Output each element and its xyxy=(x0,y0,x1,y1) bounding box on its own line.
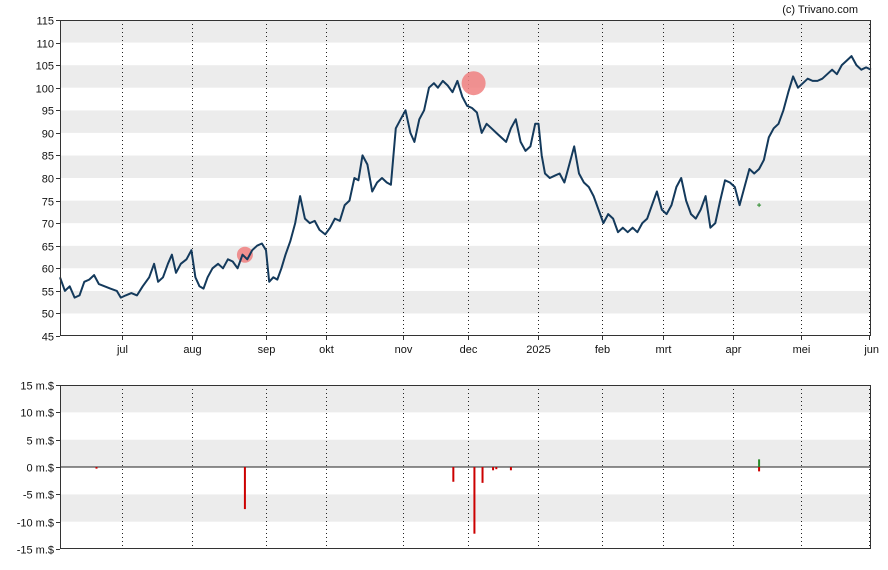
y-tick-label: 50 xyxy=(42,309,54,321)
y-tick-label: 105 xyxy=(36,61,54,73)
y-tick-label: 45 xyxy=(42,332,54,344)
x-tick-label: apr xyxy=(726,344,742,356)
volume-y-tick-label: -15 m.$ xyxy=(17,545,54,557)
y-tick-label: 55 xyxy=(42,287,54,299)
volume-bar xyxy=(452,467,455,482)
x-tick-label: mrt xyxy=(656,344,672,356)
volume-bar xyxy=(758,467,761,472)
volume-bars xyxy=(95,459,761,534)
volume-bar xyxy=(243,467,246,510)
volume-bar xyxy=(758,459,761,467)
price-band xyxy=(60,313,871,336)
price-y-axis: 45 50 55 60 65 70 75 80 85 90 95 100 105 110 115 xyxy=(36,16,60,344)
price-panel-frame xyxy=(60,20,871,336)
volume-y-tick-label: 5 m.$ xyxy=(26,436,54,448)
price-band xyxy=(60,290,871,314)
price-band xyxy=(60,132,871,156)
price-series-line xyxy=(59,55,872,299)
x-tick-label: aug xyxy=(183,344,201,356)
price-band xyxy=(60,20,871,43)
volume-band xyxy=(60,467,871,495)
volume-bar xyxy=(495,467,498,470)
y-tick-label: 70 xyxy=(42,219,54,231)
volume-y-tick-label: -10 m.$ xyxy=(17,518,54,530)
price-band xyxy=(60,268,871,291)
y-tick-label: 75 xyxy=(42,197,54,209)
x-tick-label: 2025 xyxy=(526,344,550,356)
volume-band xyxy=(60,521,871,549)
y-tick-label: 65 xyxy=(42,242,54,254)
x-tick-label: mei xyxy=(793,344,811,356)
y-tick-label: 80 xyxy=(42,174,54,186)
price-band xyxy=(60,200,871,224)
y-tick-label: 60 xyxy=(42,264,54,276)
price-band xyxy=(60,110,871,133)
x-tick-label: dec xyxy=(460,344,478,356)
x-tick-label: okt xyxy=(319,344,334,356)
volume-panel-background xyxy=(60,385,871,549)
x-tick-label: jun xyxy=(863,344,879,356)
volume-bar xyxy=(509,467,512,471)
volume-y-tick-label: -5 m.$ xyxy=(23,490,54,502)
watermark: (c) Trivano.com xyxy=(782,4,858,16)
price-band xyxy=(60,42,871,66)
price-band xyxy=(60,223,871,246)
y-tick-label: 95 xyxy=(42,106,54,118)
volume-bar xyxy=(492,467,495,471)
x-tick-label: sep xyxy=(258,344,276,356)
y-tick-label: 115 xyxy=(36,16,54,28)
volume-band xyxy=(60,439,871,467)
price-band xyxy=(60,155,871,178)
panel-frames xyxy=(60,20,871,549)
x-tick-label: nov xyxy=(395,344,413,356)
price-band xyxy=(60,245,871,269)
volume-panel-frame xyxy=(60,385,871,549)
volume-band xyxy=(60,385,871,413)
volume-bar xyxy=(473,467,476,534)
price-panel-background xyxy=(60,20,871,336)
volume-y-tick-label: 0 m.$ xyxy=(26,463,54,475)
volume-y-tick-label: 10 m.$ xyxy=(20,408,54,420)
y-tick-label: 100 xyxy=(36,84,54,96)
x-tick-label: jul xyxy=(116,344,128,356)
volume-y-tick-label: 15 m.$ xyxy=(20,381,54,393)
volume-month-gridlines xyxy=(122,385,870,549)
y-tick-label: 90 xyxy=(42,129,54,141)
volume-y-axis: 15 m.$ 10 m.$ 5 m.$ 0 m.$ -5 m.$ -10 m.$ -15 m… xyxy=(17,381,871,557)
y-tick-label: 110 xyxy=(36,39,54,51)
y-tick-label: 85 xyxy=(42,151,54,163)
volume-band xyxy=(60,412,871,440)
trade-marker xyxy=(461,71,486,96)
volume-bar xyxy=(95,467,98,469)
volume-bar xyxy=(481,467,484,483)
x-tick-label: feb xyxy=(595,344,610,356)
volume-band xyxy=(60,494,871,522)
price-band xyxy=(60,87,871,111)
price-band xyxy=(60,178,871,201)
price-x-axis: jul aug sep okt nov dec 2025 feb mrt apr mei jun xyxy=(116,336,879,356)
